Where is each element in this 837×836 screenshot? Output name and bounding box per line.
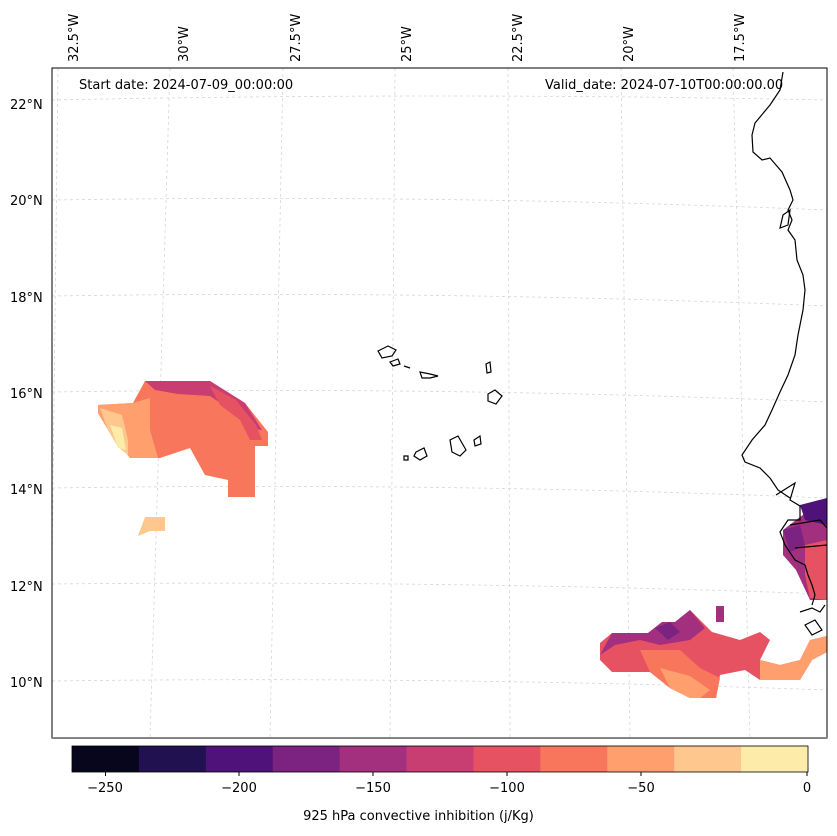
valid-date-label: Valid_date: 2024-07-10T00:00:00.00 — [545, 78, 784, 93]
colorbar — [72, 746, 809, 772]
colorbar-swatch — [406, 746, 474, 772]
colorbar-tick-label: −100 — [489, 781, 525, 796]
cin-field-east-coast — [783, 498, 827, 600]
colorbar-swatch — [272, 746, 341, 772]
lat-label-18n: 18°N — [10, 291, 43, 306]
colorbar-swatch — [674, 746, 742, 772]
lat-label-10n: 10°N — [10, 676, 43, 691]
lat-label-22n: 22°N — [10, 98, 43, 113]
cin-field-southeast — [600, 606, 827, 698]
colorbar-frame — [71, 745, 809, 773]
cin-field-west — [98, 381, 268, 536]
colorbar-tick-label: −50 — [627, 781, 655, 796]
colorbar-swatch — [607, 746, 675, 772]
colorbar-tick-label: −250 — [87, 781, 123, 796]
colorbar-swatch — [138, 746, 207, 772]
colorbar-tick-label: −150 — [355, 781, 391, 796]
colorbar-swatch — [339, 746, 408, 772]
colorbar-swatch — [540, 746, 608, 772]
colorbar-tick-label: 0 — [802, 781, 812, 796]
colorbar-tick-label: −200 — [221, 781, 257, 796]
colorbar-swatch — [473, 746, 541, 772]
start-date-label: Start date: 2024-07-09_00:00:00 — [79, 78, 294, 93]
lat-label-16n: 16°N — [10, 387, 43, 402]
colorbar-swatch — [205, 746, 274, 772]
coastlines — [377, 71, 827, 636]
colorbar-ticks — [105, 772, 808, 776]
lat-label-20n: 20°N — [10, 194, 43, 209]
lat-label-12n: 12°N — [10, 580, 43, 595]
colorbar-title: 925 hPa convective inhibition (j/Kg) — [303, 809, 534, 824]
colorbar-swatch — [741, 746, 809, 772]
colorbar-swatch — [72, 746, 140, 772]
lat-label-14n: 14°N — [10, 483, 43, 498]
